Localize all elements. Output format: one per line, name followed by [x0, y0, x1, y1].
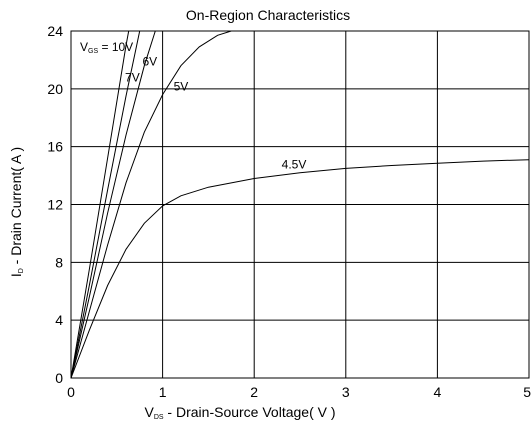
y-tick-label: 12 [47, 197, 63, 213]
chart-title: On-Region Characteristics [186, 7, 350, 23]
x-tick-label: 0 [67, 384, 75, 400]
y-axis-title: ID - Drain Current( A ) [8, 147, 25, 277]
y-tick-label: 4 [55, 312, 63, 328]
plot-frame [70, 30, 530, 379]
series-line-vgs-7v [70, 30, 141, 379]
x-tick-label: 4 [434, 384, 442, 400]
y-tick-label: 8 [55, 254, 63, 270]
series-label-vgs-10v: VGS = 10V [80, 40, 133, 55]
y-tick-label: 0 [55, 370, 63, 386]
series-line-vgs-6v [70, 30, 156, 379]
x-axis-title: VDS - Drain-Source Voltage( V ) [144, 404, 335, 421]
series-label-vgs-6v: 6V [142, 55, 157, 69]
x-tick-label: 2 [250, 384, 258, 400]
y-tick-label: 20 [47, 81, 63, 97]
x-tick-labels: 0 1 2 3 4 5 [67, 384, 531, 400]
series-label-vgs-5v: 5V [174, 79, 189, 93]
x-tick-label: 1 [159, 384, 167, 400]
series-label-vgs-7v: 7V [125, 71, 140, 85]
series-line-vgs-10v [70, 30, 130, 379]
series-line-vgs-5v [70, 30, 232, 379]
x-tick-label: 3 [342, 384, 350, 400]
y-tick-label: 16 [47, 139, 63, 155]
series-label-vgs-4-5v: 4.5V [282, 157, 307, 171]
y-tick-label: 24 [47, 23, 63, 39]
x-tick-label: 5 [523, 384, 531, 400]
series-line-vgs-4-5v [70, 159, 530, 379]
y-tick-labels: 0 4 8 12 16 20 24 [47, 23, 63, 386]
grid [71, 31, 529, 378]
series-lines [70, 30, 530, 379]
